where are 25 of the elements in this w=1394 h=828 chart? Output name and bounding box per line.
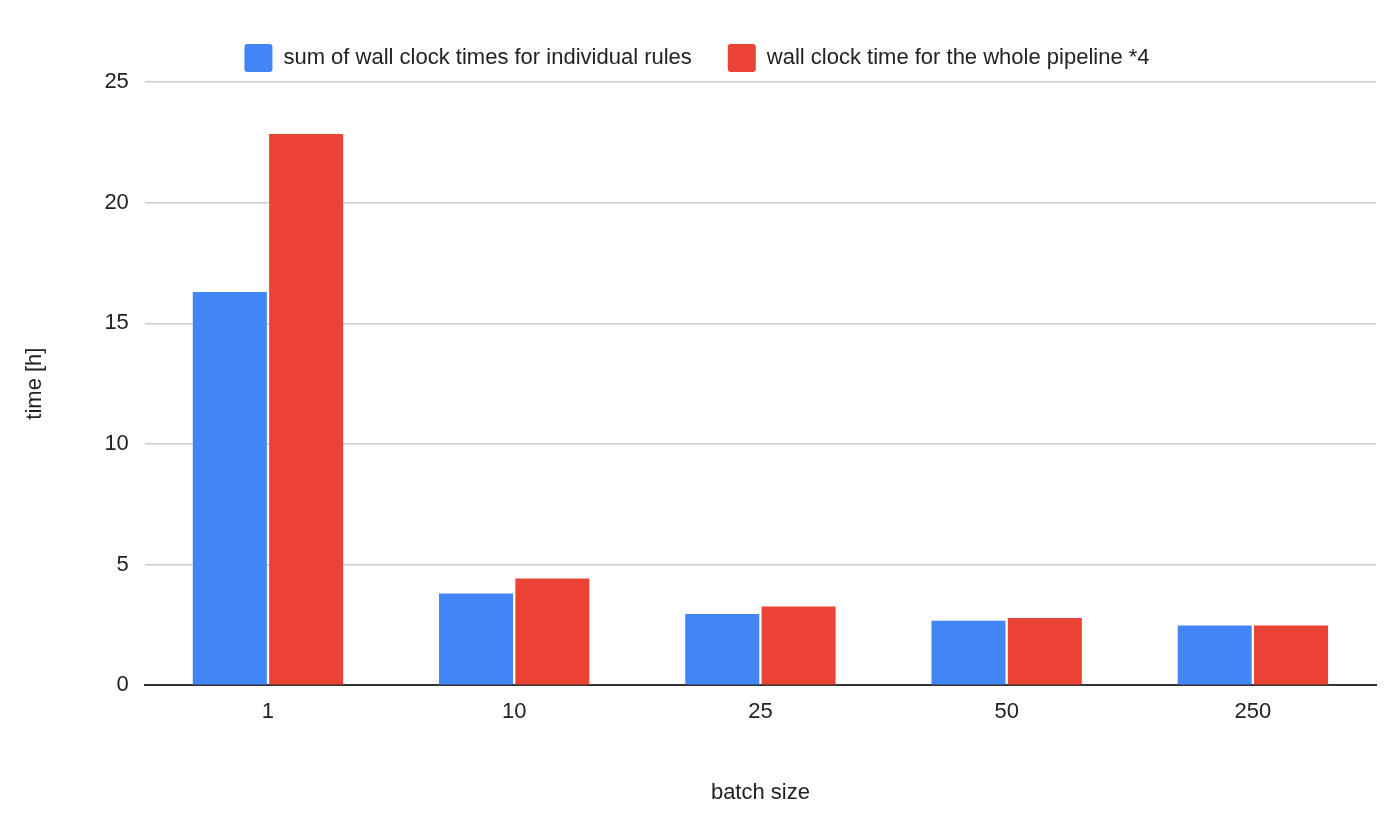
legend-label: wall clock time for the whole pipeline *4 <box>765 44 1150 70</box>
x-tick-label: 50 <box>994 698 1019 724</box>
bar <box>1177 625 1252 685</box>
bar <box>192 291 267 685</box>
y-tick-label: 25 <box>104 68 129 94</box>
bar <box>515 578 590 685</box>
bar <box>1007 617 1082 685</box>
bar <box>269 133 344 685</box>
bar <box>685 614 760 685</box>
x-tick-label: 10 <box>501 698 527 724</box>
y-axis-title: time [h] <box>21 347 47 420</box>
x-axis-title: batch size <box>710 778 810 804</box>
bar <box>761 606 836 685</box>
x-tick-label: 25 <box>748 698 773 724</box>
x-tick-label: 1 <box>261 698 275 724</box>
legend-label: sum of wall clock times for individual rules <box>283 44 692 70</box>
y-tick-label: 5 <box>116 550 129 576</box>
y-tick-label: 0 <box>116 671 129 697</box>
y-tick-label: 10 <box>104 429 129 455</box>
x-tick-label: 250 <box>1234 698 1272 724</box>
bar <box>931 620 1006 685</box>
y-tick-label: 20 <box>104 188 129 214</box>
y-tick-label: 15 <box>104 309 129 335</box>
bar <box>439 593 514 685</box>
bar <box>1254 625 1329 685</box>
